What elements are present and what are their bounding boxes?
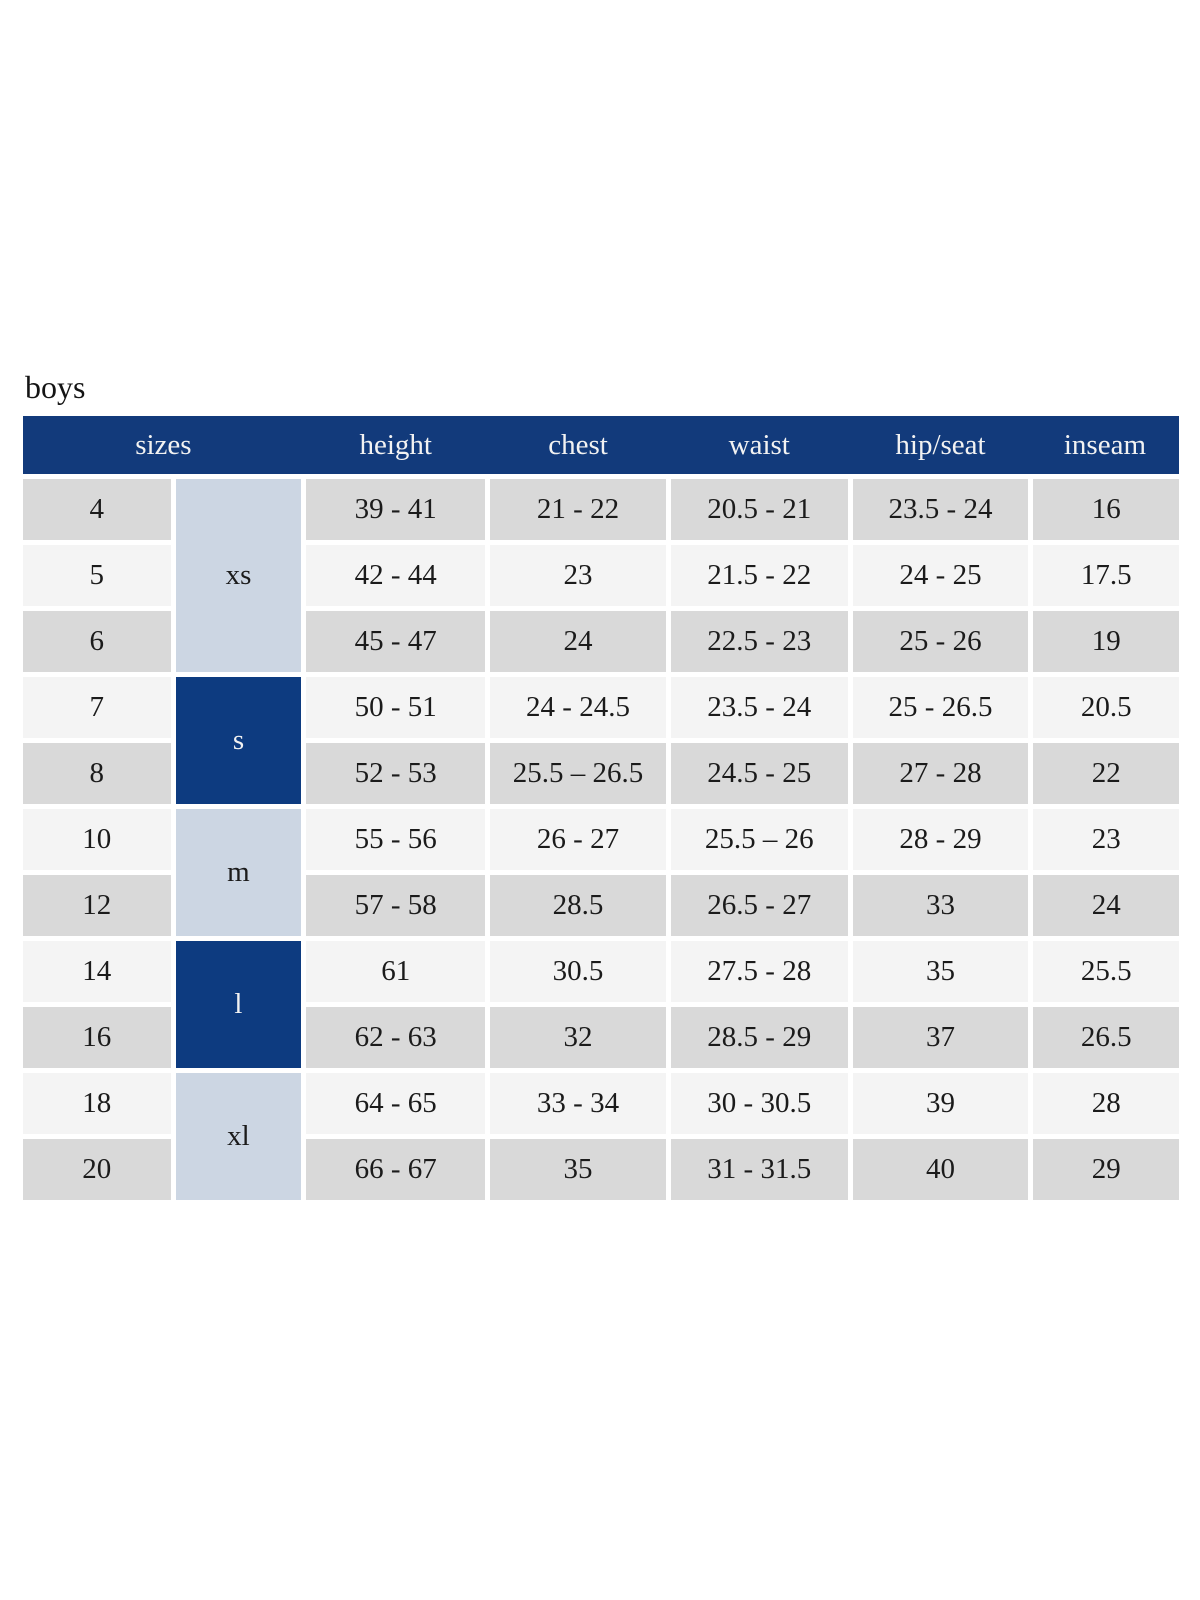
size-group-cell-s: s bbox=[170, 672, 307, 810]
boys-size-chart: sizes height chest waist hip/seat inseam… bbox=[20, 416, 1182, 1203]
chest-cell: 33 - 34 bbox=[485, 1068, 671, 1140]
table-row: 20 66 - 67 35 31 - 31.5 40 29 bbox=[20, 1134, 1182, 1203]
inseam-cell: 24 bbox=[1028, 870, 1182, 942]
size-cell: 20 bbox=[20, 1134, 176, 1203]
table-row: 5 42 - 44 23 21.5 - 22 24 - 25 17.5 bbox=[20, 540, 1182, 612]
inseam-cell: 17.5 bbox=[1028, 540, 1182, 612]
table-row: 8 52 - 53 25.5 – 26.5 24.5 - 25 27 - 28 … bbox=[20, 738, 1182, 810]
inseam-cell: 28 bbox=[1028, 1068, 1182, 1140]
height-cell: 64 - 65 bbox=[301, 1068, 491, 1140]
table-row: 10 m 55 - 56 26 - 27 25.5 – 26 28 - 29 2… bbox=[20, 804, 1182, 942]
chest-cell: 26 - 27 bbox=[485, 804, 671, 876]
height-cell: 57 - 58 bbox=[301, 870, 491, 942]
table-row: 18 xl 64 - 65 33 - 34 30 - 30.5 39 28 bbox=[20, 1068, 1182, 1203]
height-cell: 55 - 56 bbox=[301, 804, 491, 876]
hip-seat-cell: 25 - 26 bbox=[847, 606, 1034, 678]
chest-cell: 24 - 24.5 bbox=[485, 672, 671, 744]
table-row: 12 57 - 58 28.5 26.5 - 27 33 24 bbox=[20, 870, 1182, 942]
size-cell: 4 bbox=[20, 474, 176, 546]
size-cell: 6 bbox=[20, 606, 176, 678]
waist-cell: 28.5 - 29 bbox=[665, 1002, 853, 1074]
hip-seat-cell: 24 - 25 bbox=[847, 540, 1034, 612]
height-cell: 61 bbox=[301, 936, 491, 1008]
chest-cell: 28.5 bbox=[485, 870, 671, 942]
waist-cell: 31 - 31.5 bbox=[665, 1134, 853, 1203]
hip-seat-cell: 28 - 29 bbox=[847, 804, 1034, 876]
chest-cell: 21 - 22 bbox=[485, 474, 671, 546]
chest-cell: 23 bbox=[485, 540, 671, 612]
hip-seat-cell: 25 - 26.5 bbox=[847, 672, 1034, 744]
height-cell: 39 - 41 bbox=[301, 474, 491, 546]
hip-seat-cell: 37 bbox=[847, 1002, 1034, 1074]
inseam-cell: 19 bbox=[1028, 606, 1182, 678]
hip-seat-cell: 40 bbox=[847, 1134, 1034, 1203]
header-waist: waist bbox=[668, 416, 851, 477]
inseam-cell: 25.5 bbox=[1028, 936, 1182, 1008]
size-cell: 12 bbox=[20, 870, 176, 942]
table-row: 7 s 50 - 51 24 - 24.5 23.5 - 24 25 - 26.… bbox=[20, 672, 1182, 810]
size-cell: 5 bbox=[20, 540, 176, 612]
waist-cell: 27.5 - 28 bbox=[665, 936, 853, 1008]
waist-cell: 22.5 - 23 bbox=[665, 606, 853, 678]
size-chart-section: boys sizes height chest waist hip/seat i… bbox=[20, 369, 1182, 1203]
waist-cell: 26.5 - 27 bbox=[665, 870, 853, 942]
size-cell: 16 bbox=[20, 1002, 176, 1074]
size-group-cell-xl: xl bbox=[170, 1068, 307, 1203]
chest-cell: 24 bbox=[485, 606, 671, 678]
header-sizes: sizes bbox=[23, 416, 304, 477]
hip-seat-cell: 35 bbox=[847, 936, 1034, 1008]
hip-seat-cell: 23.5 - 24 bbox=[847, 474, 1034, 546]
header-chest: chest bbox=[487, 416, 669, 477]
header-row: sizes height chest waist hip/seat inseam bbox=[23, 416, 1179, 477]
hip-seat-cell: 39 bbox=[847, 1068, 1034, 1140]
size-group-cell-l: l bbox=[170, 936, 307, 1074]
size-cell: 14 bbox=[20, 936, 176, 1008]
inseam-cell: 29 bbox=[1028, 1134, 1182, 1203]
waist-cell: 23.5 - 24 bbox=[665, 672, 853, 744]
size-group-cell-m: m bbox=[170, 804, 307, 942]
size-cell: 8 bbox=[20, 738, 176, 810]
size-cell: 18 bbox=[20, 1068, 176, 1140]
height-cell: 62 - 63 bbox=[301, 1002, 491, 1074]
height-cell: 42 - 44 bbox=[301, 540, 491, 612]
waist-cell: 21.5 - 22 bbox=[665, 540, 853, 612]
height-cell: 45 - 47 bbox=[301, 606, 491, 678]
header-height: height bbox=[303, 416, 488, 477]
height-cell: 50 - 51 bbox=[301, 672, 491, 744]
table-row: 14 l 61 30.5 27.5 - 28 35 25.5 bbox=[20, 936, 1182, 1074]
chest-cell: 35 bbox=[485, 1134, 671, 1203]
table-row: 16 62 - 63 32 28.5 - 29 37 26.5 bbox=[20, 1002, 1182, 1074]
waist-cell: 30 - 30.5 bbox=[665, 1068, 853, 1140]
header-inseam: inseam bbox=[1030, 416, 1179, 477]
waist-cell: 24.5 - 25 bbox=[665, 738, 853, 810]
inseam-cell: 26.5 bbox=[1028, 1002, 1182, 1074]
table-row: 4 xs 39 - 41 21 - 22 20.5 - 21 23.5 - 24… bbox=[20, 474, 1182, 678]
chest-cell: 30.5 bbox=[485, 936, 671, 1008]
size-cell: 7 bbox=[20, 672, 176, 744]
size-cell: 10 bbox=[20, 804, 176, 876]
chest-cell: 32 bbox=[485, 1002, 671, 1074]
chest-cell: 25.5 – 26.5 bbox=[485, 738, 671, 810]
inseam-cell: 22 bbox=[1028, 738, 1182, 810]
hip-seat-cell: 27 - 28 bbox=[847, 738, 1034, 810]
height-cell: 52 - 53 bbox=[301, 738, 491, 810]
inseam-cell: 20.5 bbox=[1028, 672, 1182, 744]
header-hip-seat: hip/seat bbox=[850, 416, 1031, 477]
inseam-cell: 16 bbox=[1028, 474, 1182, 546]
table-row: 6 45 - 47 24 22.5 - 23 25 - 26 19 bbox=[20, 606, 1182, 678]
hip-seat-cell: 33 bbox=[847, 870, 1034, 942]
page-title: boys bbox=[25, 369, 86, 405]
height-cell: 66 - 67 bbox=[301, 1134, 491, 1203]
size-group-cell-xs: xs bbox=[170, 474, 307, 678]
waist-cell: 20.5 - 21 bbox=[665, 474, 853, 546]
waist-cell: 25.5 – 26 bbox=[665, 804, 853, 876]
inseam-cell: 23 bbox=[1028, 804, 1182, 876]
